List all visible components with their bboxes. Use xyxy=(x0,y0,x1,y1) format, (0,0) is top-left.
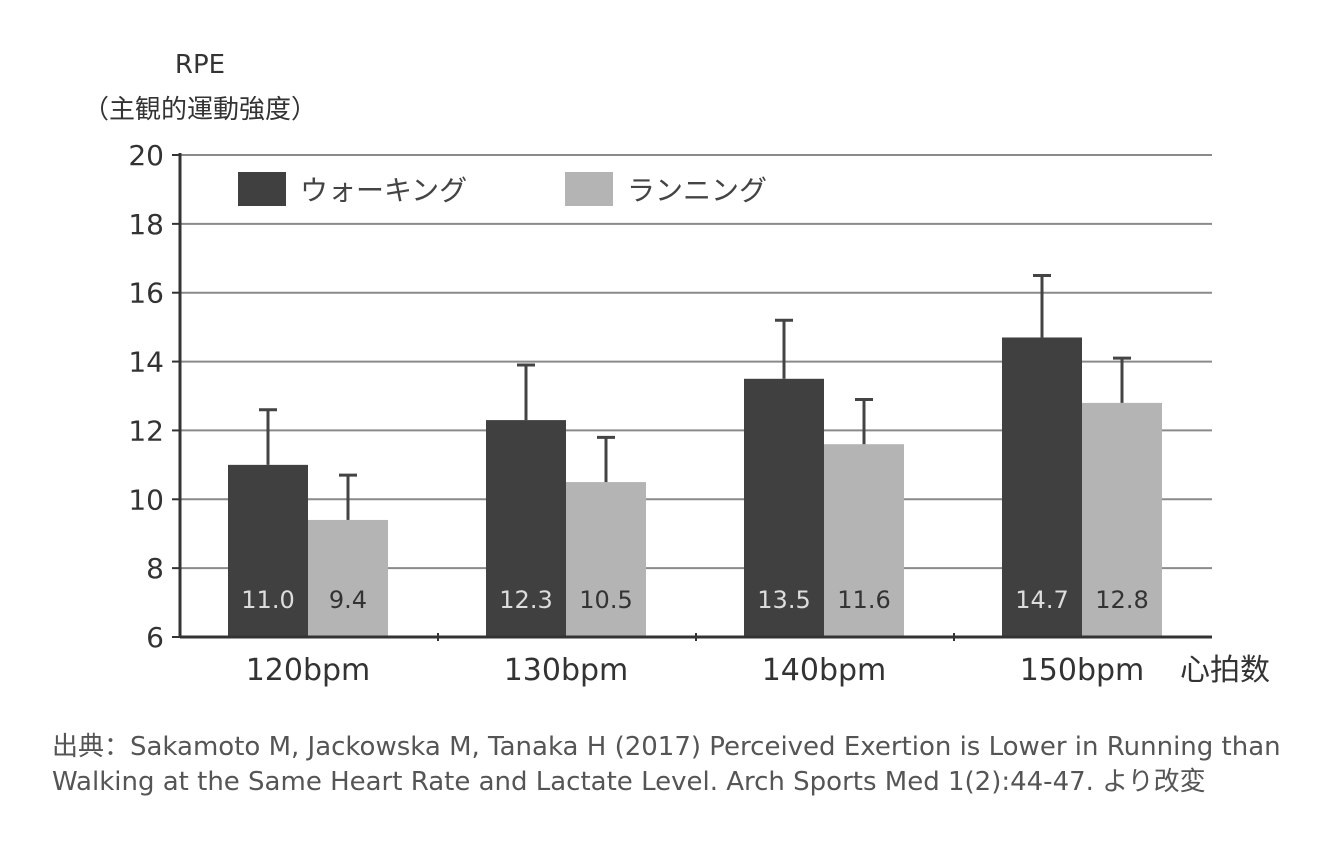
value-label-ウォーキング-150bpm: 14.7 xyxy=(1015,586,1068,614)
value-label-ランニング-120bpm: 9.4 xyxy=(329,586,367,614)
bars xyxy=(228,274,1162,637)
value-label-ウォーキング-120bpm: 11.0 xyxy=(241,586,294,614)
legend: ウォーキング ランニング xyxy=(238,172,767,207)
y-tick-label-12: 12 xyxy=(128,414,164,447)
value-label-ランニング-140bpm: 11.6 xyxy=(837,586,890,614)
legend-label-ウォーキング: ウォーキング xyxy=(300,174,467,207)
axes xyxy=(172,153,1212,641)
y-tick-label-20: 20 xyxy=(128,139,164,172)
y-tick-label-10: 10 xyxy=(128,483,164,516)
legend-swatch-ランニング xyxy=(565,172,613,206)
bar-ウォーキング-150bpm xyxy=(1002,337,1082,637)
y-tick-label-16: 16 xyxy=(128,277,164,310)
bar-ウォーキング-120bpm xyxy=(228,464,308,637)
legend-label-ランニング: ランニング xyxy=(627,174,767,207)
rpe-bar-chart: 6 8 10 12 14 16 18 20 11.0 9.4 120bpm 12.3 10.5 130bp… xyxy=(83,50,1270,688)
value-label-ウォーキング-140bpm: 13.5 xyxy=(757,586,810,614)
legend-swatch-ウォーキング xyxy=(238,172,286,206)
x-tick-label-130bpm: 130bpm xyxy=(504,653,629,688)
y-tick-label-8: 8 xyxy=(146,552,164,585)
chart-text: 6 8 10 12 14 16 18 20 11.0 9.4 120bpm 12.3 10.5 130bp… xyxy=(83,50,1270,688)
x-axis-label: 心拍数 xyxy=(1180,653,1270,688)
bar-ランニング-140bpm xyxy=(824,444,904,637)
value-label-ウォーキング-130bpm: 12.3 xyxy=(499,586,552,614)
y-tick-label-6: 6 xyxy=(146,621,164,654)
value-label-ランニング-130bpm: 10.5 xyxy=(579,586,632,614)
y-tick-label-18: 18 xyxy=(128,208,164,241)
bar-ウォーキング-140bpm xyxy=(744,378,824,637)
source-citation: 出典：Sakamoto M, Jackowska M, Tanaka H (20… xyxy=(52,732,1281,797)
y-axis-label: RPE xyxy=(175,50,225,80)
y-tick-label-14: 14 xyxy=(128,346,164,379)
y-axis-sublabel: （主観的運動強度） xyxy=(83,95,317,125)
grid-lines xyxy=(180,154,1212,570)
x-tick-label-120bpm: 120bpm xyxy=(246,653,371,688)
bar-ランニング-130bpm xyxy=(566,482,646,637)
x-tick-label-140bpm: 140bpm xyxy=(762,653,887,688)
value-label-ランニング-150bpm: 12.8 xyxy=(1095,586,1148,614)
bar-ランニング-120bpm xyxy=(308,519,388,637)
x-tick-label-150bpm: 150bpm xyxy=(1020,653,1145,688)
bar-ランニング-150bpm xyxy=(1082,402,1162,637)
bar-ウォーキング-130bpm xyxy=(486,420,566,637)
